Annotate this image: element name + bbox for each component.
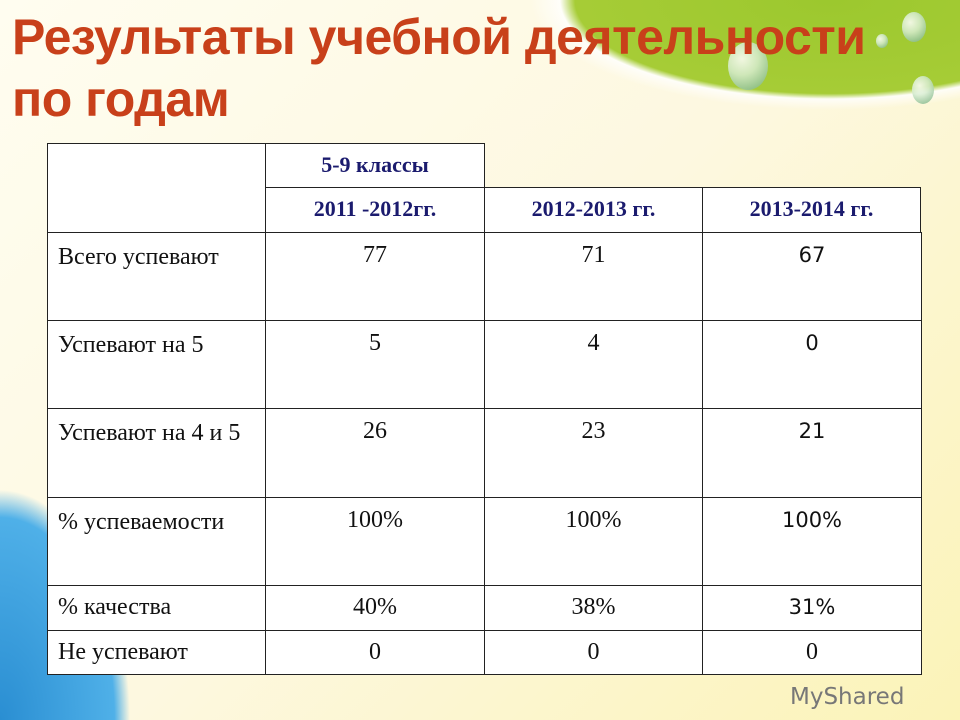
cell-value: 0 bbox=[702, 630, 922, 675]
cell-value: 21 bbox=[702, 408, 922, 498]
cell-value: 71 bbox=[484, 232, 703, 321]
cell-value: 23 bbox=[484, 408, 703, 498]
cell-value: 77 bbox=[265, 232, 485, 321]
year-header: 2011 -2012гг. bbox=[265, 187, 485, 233]
cell-value: 26 bbox=[265, 408, 485, 498]
cell-value: 0 bbox=[484, 630, 703, 675]
cell-value: 40% bbox=[265, 585, 485, 631]
year-header: 2013-2014 гг. bbox=[702, 187, 921, 233]
cell-value: 0 bbox=[702, 320, 922, 409]
cell-value: 38% bbox=[484, 585, 703, 631]
year-header: 2012-2013 гг. bbox=[484, 187, 703, 233]
cell-value: 67 bbox=[702, 232, 922, 321]
water-drop-icon bbox=[728, 42, 768, 90]
cell-value: 100% bbox=[265, 497, 485, 586]
row-label: Успевают на 4 и 5 bbox=[47, 408, 266, 498]
cell-value: 0 bbox=[265, 630, 485, 675]
row-label: Не успевают bbox=[47, 630, 266, 675]
watermark: MyShared bbox=[790, 684, 905, 710]
row-label: % качества bbox=[47, 585, 266, 631]
cell-value: 4 bbox=[484, 320, 703, 409]
group-header: 5-9 классы bbox=[265, 143, 485, 188]
cell-value: 5 bbox=[265, 320, 485, 409]
row-label: Всего успевают bbox=[47, 232, 266, 321]
cell-value: 100% bbox=[702, 497, 922, 586]
corner-cell bbox=[47, 143, 266, 233]
row-label: Успевают на 5 bbox=[47, 320, 266, 409]
cell-value: 100% bbox=[484, 497, 703, 586]
water-drop-icon bbox=[876, 34, 888, 48]
page-title: Результаты учебной деятельности по годам bbox=[12, 9, 866, 127]
row-label: % успеваемости bbox=[47, 497, 266, 586]
cell-value: 31% bbox=[702, 585, 922, 631]
water-drop-icon bbox=[912, 76, 934, 104]
water-drop-icon bbox=[902, 12, 926, 42]
